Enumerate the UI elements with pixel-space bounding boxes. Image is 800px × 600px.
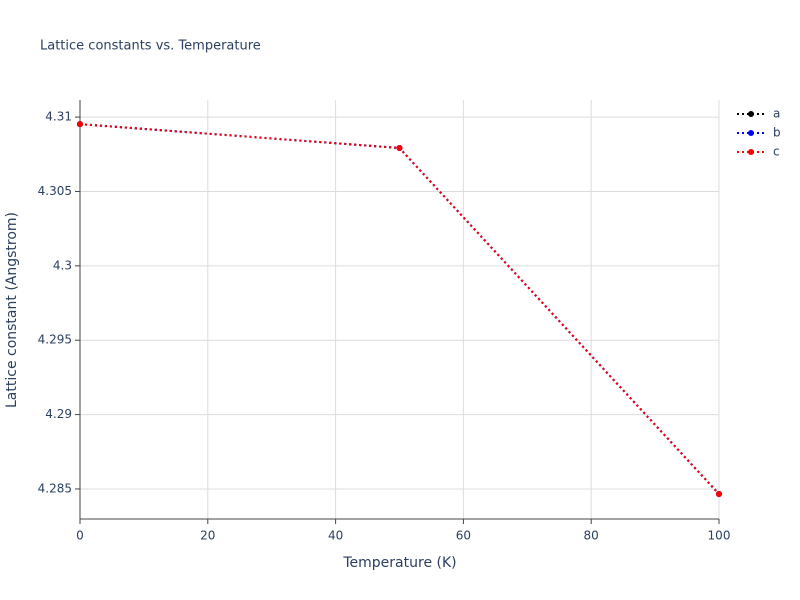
y-tick-label: 4.3 [53, 258, 72, 272]
series-line [79, 123, 720, 495]
series-line [79, 123, 720, 495]
x-axis-title: Temperature (K) [342, 555, 456, 571]
marker [396, 145, 403, 152]
legend-label: c [773, 145, 780, 159]
y-tick-label: 4.295 [38, 333, 72, 347]
legend-label: b [773, 126, 781, 140]
x-tick-label: 40 [328, 529, 343, 543]
chart-title: Lattice constants vs. Temperature [40, 39, 261, 54]
marker [716, 491, 722, 498]
y-tick-label: 4.29 [45, 407, 72, 421]
marker [77, 121, 83, 128]
y-axis-title: Lattice constant (Angstrom) [4, 212, 20, 408]
x-tick-label: 80 [584, 529, 599, 543]
legend-marker [748, 149, 754, 155]
y-tick-label: 4.31 [45, 110, 72, 124]
y-tick-label: 4.305 [38, 184, 72, 198]
y-tick-label: 4.285 [38, 481, 72, 495]
series-line [79, 123, 720, 495]
x-tick-label: 60 [456, 529, 471, 543]
x-tick-label: 0 [76, 529, 84, 543]
legend-label: a [773, 107, 780, 121]
legend-marker [748, 111, 754, 117]
x-tick-label: 20 [200, 529, 215, 543]
legend-marker [748, 130, 754, 136]
x-tick-label: 100 [708, 529, 731, 543]
